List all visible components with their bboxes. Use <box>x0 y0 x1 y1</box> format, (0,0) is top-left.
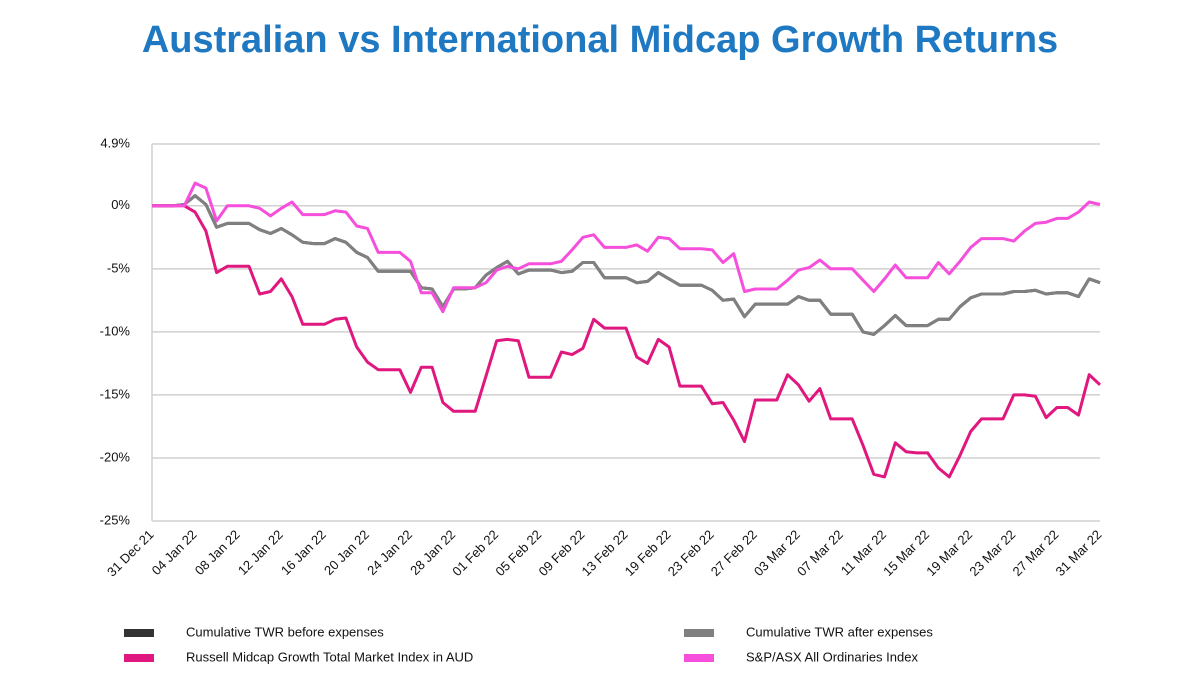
legend-swatch <box>684 629 714 637</box>
x-tick-label: 19 Feb 22 <box>622 527 674 579</box>
x-tick-label: 01 Feb 22 <box>449 527 501 579</box>
x-tick-label: 07 Mar 22 <box>794 527 846 579</box>
x-tick-label: 09 Feb 22 <box>535 527 587 579</box>
x-tick-label: 13 Feb 22 <box>579 527 631 579</box>
legend-swatch <box>684 654 714 662</box>
series-line <box>152 204 1102 479</box>
chart-title: Australian vs International Midcap Growt… <box>142 19 1058 61</box>
y-tick-label: -5% <box>107 260 131 275</box>
x-tick-label: 08 Jan 22 <box>192 527 243 578</box>
y-tick-label: 0% <box>111 197 130 212</box>
x-tick-label: 04 Jan 22 <box>149 527 200 578</box>
legend-swatch <box>124 654 154 662</box>
legend-label: Cumulative TWR after expenses <box>746 624 933 639</box>
series-line <box>152 194 1101 336</box>
series-line <box>152 181 1101 314</box>
x-tick-label: 27 Mar 22 <box>1009 527 1061 579</box>
y-tick-label: -10% <box>100 323 131 338</box>
x-tick-label: 16 Jan 22 <box>278 527 329 578</box>
legend-label: Cumulative TWR before expenses <box>186 624 384 639</box>
y-tick-label: 4.9% <box>100 135 130 150</box>
x-tick-label: 05 Feb 22 <box>492 527 544 579</box>
legend-label: Russell Midcap Growth Total Market Index… <box>186 649 473 664</box>
y-tick-label: -25% <box>100 512 131 527</box>
x-tick-label: 12 Jan 22 <box>235 527 286 578</box>
x-tick-label: 20 Jan 22 <box>321 527 372 578</box>
x-tick-label: 31 Dec 21 <box>104 527 157 580</box>
x-tick-label: 27 Feb 22 <box>708 527 760 579</box>
y-tick-label: -20% <box>100 449 131 464</box>
x-tick-label: 23 Feb 22 <box>665 527 717 579</box>
x-tick-label: 15 Mar 22 <box>880 527 932 579</box>
x-tick-label: 31 Mar 22 <box>1053 527 1105 579</box>
legend-label: S&P/ASX All Ordinaries Index <box>746 649 918 664</box>
x-tick-label: 24 Jan 22 <box>364 527 415 578</box>
x-tick-label: 23 Mar 22 <box>966 527 1018 579</box>
x-tick-label: 03 Mar 22 <box>751 527 803 579</box>
x-tick-label: 19 Mar 22 <box>923 527 975 579</box>
legend-swatch <box>124 629 154 637</box>
y-tick-label: -15% <box>100 386 131 401</box>
